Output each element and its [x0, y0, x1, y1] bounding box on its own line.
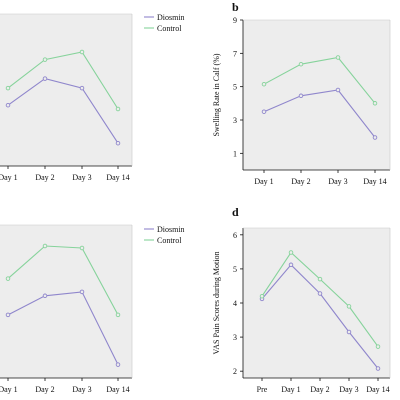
x-tick-label: Pre [257, 385, 268, 394]
control-series-line [263, 56, 376, 104]
diosmin-data-point [372, 135, 378, 140]
x-tick-label: Day 14 [366, 385, 389, 394]
x-tick-label: Day 1 [0, 173, 18, 182]
y-tick-label: 7 [233, 49, 237, 58]
control-data-point [317, 276, 323, 282]
y-tick-label: 3 [233, 116, 237, 125]
diosmin-data-point [115, 140, 121, 146]
x-tick-label: Day 1 [254, 177, 273, 186]
control-data-point [375, 344, 381, 349]
x-tick-label: Day 1 [0, 385, 18, 394]
panel-letter: b [232, 0, 239, 14]
diosmin-data-point [261, 109, 267, 114]
diosmin-series-line [263, 89, 376, 138]
x-tick-label: Day 14 [106, 173, 129, 182]
x-tick-label: Day 3 [339, 385, 358, 394]
diosmin-data-point [115, 362, 121, 367]
diosmin-data-point [346, 329, 352, 335]
plot-area [0, 225, 132, 378]
x-tick-label: Day 14 [106, 385, 129, 394]
control-data-point [259, 293, 265, 299]
x-tick-label: Day 2 [310, 385, 329, 394]
control-data-point [288, 250, 294, 255]
control-data-point [42, 57, 48, 62]
control-data-point [115, 106, 121, 112]
control-data-point [79, 245, 85, 251]
y-axis-title: VAS Pain Scores during Motion [212, 252, 221, 355]
diosmin-series-line [7, 291, 119, 365]
control-data-point [79, 49, 85, 55]
x-tick-label: Day 3 [72, 173, 91, 182]
y-axis-title: Swelling Rate in Calf (%) [212, 53, 221, 136]
panel-letter: d [232, 205, 239, 219]
y-tick-label: 3 [233, 333, 237, 342]
plot-area [0, 14, 132, 166]
x-tick-label: Day 14 [363, 177, 386, 186]
diosmin-data-point [79, 289, 85, 295]
control-data-point [346, 304, 352, 309]
control-data-point [5, 85, 11, 91]
y-tick-label: 5 [233, 83, 237, 92]
diosmin-data-point [317, 291, 323, 296]
diosmin-series-line [7, 78, 119, 144]
control-data-point [335, 55, 341, 60]
diosmin-data-point [5, 312, 11, 318]
control-data-point [261, 81, 267, 87]
control-data-point [298, 61, 304, 67]
control-series-line [7, 51, 119, 110]
diosmin-data-point [5, 102, 11, 108]
control-data-point [372, 101, 378, 106]
diosmin-data-point [335, 87, 341, 93]
control-data-point [115, 312, 121, 318]
legend-label: Control [157, 24, 182, 33]
x-tick-label: Day 2 [35, 385, 54, 394]
control-data-point [5, 276, 11, 281]
y-tick-label: 4 [233, 299, 237, 308]
diosmin-data-point [298, 93, 304, 99]
legend-label: Control [157, 236, 182, 245]
x-tick-label: Day 2 [291, 177, 310, 186]
y-tick-label: 1 [233, 149, 237, 158]
control-series-line [7, 245, 119, 316]
legend-label: Diosmin [157, 13, 185, 22]
x-tick-label: Day 2 [35, 173, 54, 182]
plot-area [243, 20, 390, 170]
y-tick-label: 2 [233, 367, 237, 376]
y-tick-label: 6 [233, 231, 237, 240]
x-tick-label: Day 1 [281, 385, 300, 394]
control-data-point [42, 243, 48, 249]
diosmin-data-point [79, 85, 85, 91]
diosmin-data-point [288, 262, 294, 268]
y-tick-label: 5 [233, 265, 237, 274]
x-tick-label: Day 3 [72, 385, 91, 394]
diosmin-data-point [42, 76, 48, 81]
diosmin-data-point [42, 293, 48, 299]
diosmin-data-point [375, 366, 381, 371]
y-tick-label: 9 [233, 16, 237, 25]
x-tick-label: Day 3 [328, 177, 347, 186]
legend-label: Diosmin [157, 225, 185, 234]
